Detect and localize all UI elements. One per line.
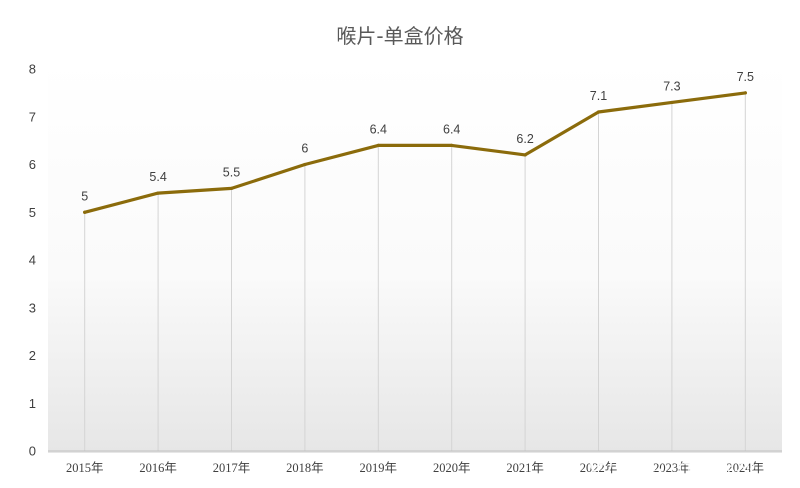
x-tick-label: 2019年 (360, 461, 398, 475)
snowball-logo-icon (590, 453, 612, 475)
x-tick-label: 2016年 (139, 461, 177, 475)
y-tick-label: 4 (29, 253, 36, 268)
y-tick-label: 1 (29, 396, 36, 411)
x-tick-label: 2023年 (653, 461, 691, 475)
y-tick-label: 8 (29, 62, 36, 77)
x-tick-label: 2018年 (286, 461, 324, 475)
data-label: 5.4 (149, 170, 166, 184)
data-label: 6.4 (370, 122, 387, 136)
data-point (376, 143, 380, 147)
plot-area (48, 60, 782, 453)
x-tick-label: 2017年 (213, 461, 251, 475)
x-tick-label: 2024年 (727, 461, 765, 475)
data-label: 5.5 (223, 165, 240, 179)
data-label: 7.3 (663, 79, 680, 93)
data-point (229, 186, 234, 190)
y-tick-label: 3 (29, 300, 36, 315)
data-point (303, 162, 307, 167)
data-label: 6.4 (443, 122, 460, 136)
watermark: 雪球：托塔点邓 (590, 452, 756, 476)
y-tick-label: 2 (29, 348, 36, 363)
data-point (156, 191, 160, 195)
y-tick-label: 0 (29, 444, 36, 459)
x-tick-label: 2021年 (506, 461, 544, 475)
data-point (523, 153, 527, 157)
data-point (743, 91, 747, 95)
data-label: 5 (81, 189, 88, 203)
y-tick-label: 7 (29, 109, 36, 124)
series-line (83, 91, 747, 214)
chart-title: 喉片-单盒价格 (336, 24, 463, 48)
data-label-layer: 5 5.4 5.5 6 6.4 6.4 6.2 7.1 7.3 7.5 (81, 70, 754, 203)
y-tick-label: 6 (29, 157, 36, 172)
data-label: 7.1 (590, 89, 607, 103)
data-point (670, 100, 674, 105)
x-tick-label: 2020年 (433, 461, 471, 475)
data-point (83, 210, 87, 214)
series-layer (83, 91, 747, 214)
x-tick-label: 2015年 (66, 461, 104, 475)
watermark-text: 雪球：托塔点邓 (616, 452, 756, 476)
data-label: 6 (301, 142, 308, 156)
data-point (596, 110, 601, 114)
data-point (450, 143, 454, 147)
data-label: 7.5 (737, 70, 754, 84)
y-tick-label: 5 (29, 205, 36, 220)
grid-layer (84, 92, 746, 451)
data-label: 6.2 (516, 132, 533, 146)
